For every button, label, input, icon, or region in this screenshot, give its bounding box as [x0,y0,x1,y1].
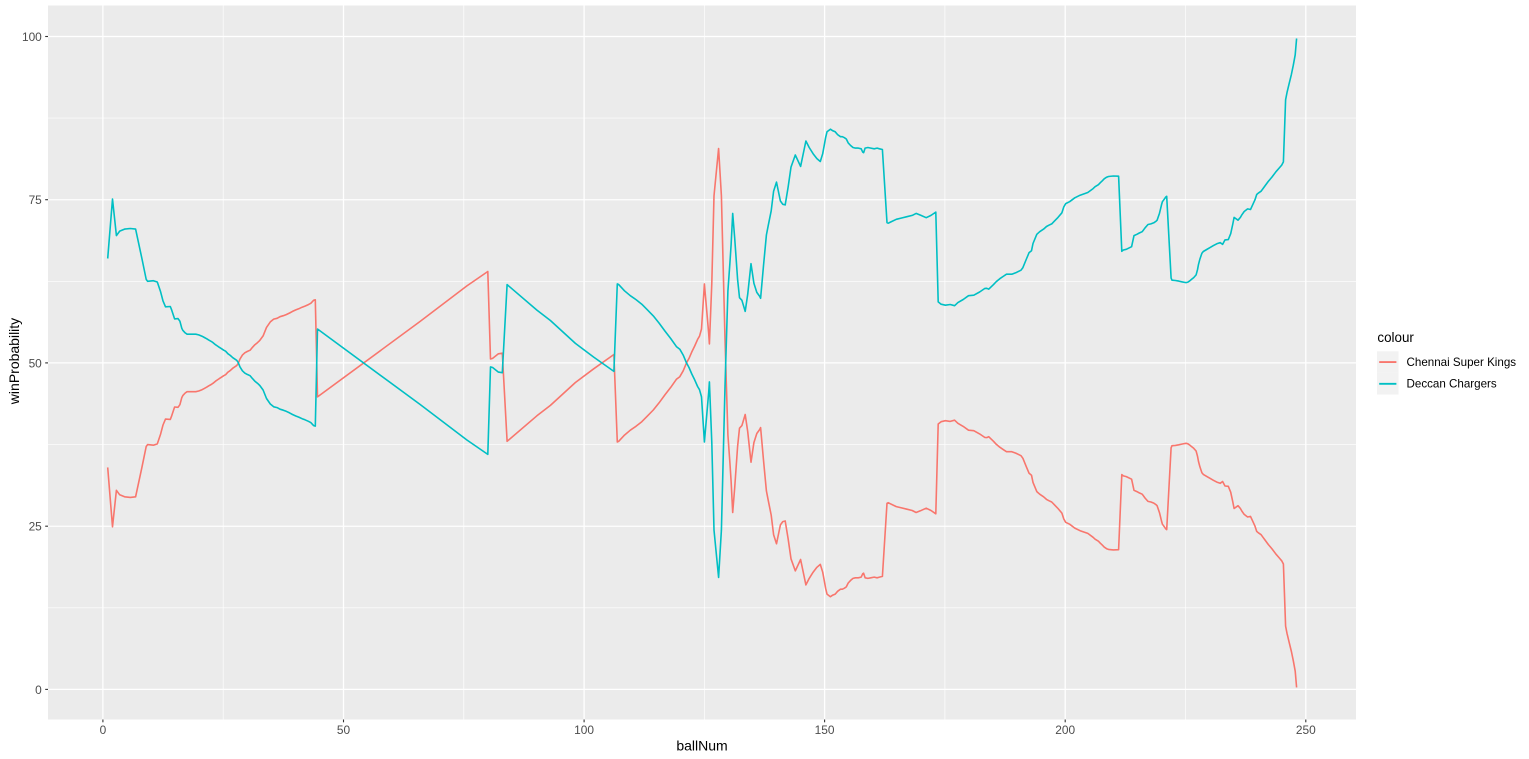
svg-text:winProbability: winProbability [6,318,22,405]
svg-text:25: 25 [29,520,43,534]
svg-text:ballNum: ballNum [676,738,727,754]
svg-text:50: 50 [337,723,351,737]
svg-text:150: 150 [815,723,835,737]
svg-text:200: 200 [1055,723,1075,737]
svg-text:75: 75 [29,193,43,207]
svg-text:100: 100 [574,723,594,737]
svg-text:colour: colour [1377,330,1414,345]
svg-text:100: 100 [22,30,42,44]
svg-text:Deccan Chargers: Deccan Chargers [1407,378,1497,391]
svg-text:250: 250 [1296,723,1316,737]
svg-text:Chennai Super Kings: Chennai Super Kings [1407,356,1517,369]
svg-text:0: 0 [35,683,42,697]
svg-text:0: 0 [100,723,107,737]
svg-text:50: 50 [29,356,43,370]
